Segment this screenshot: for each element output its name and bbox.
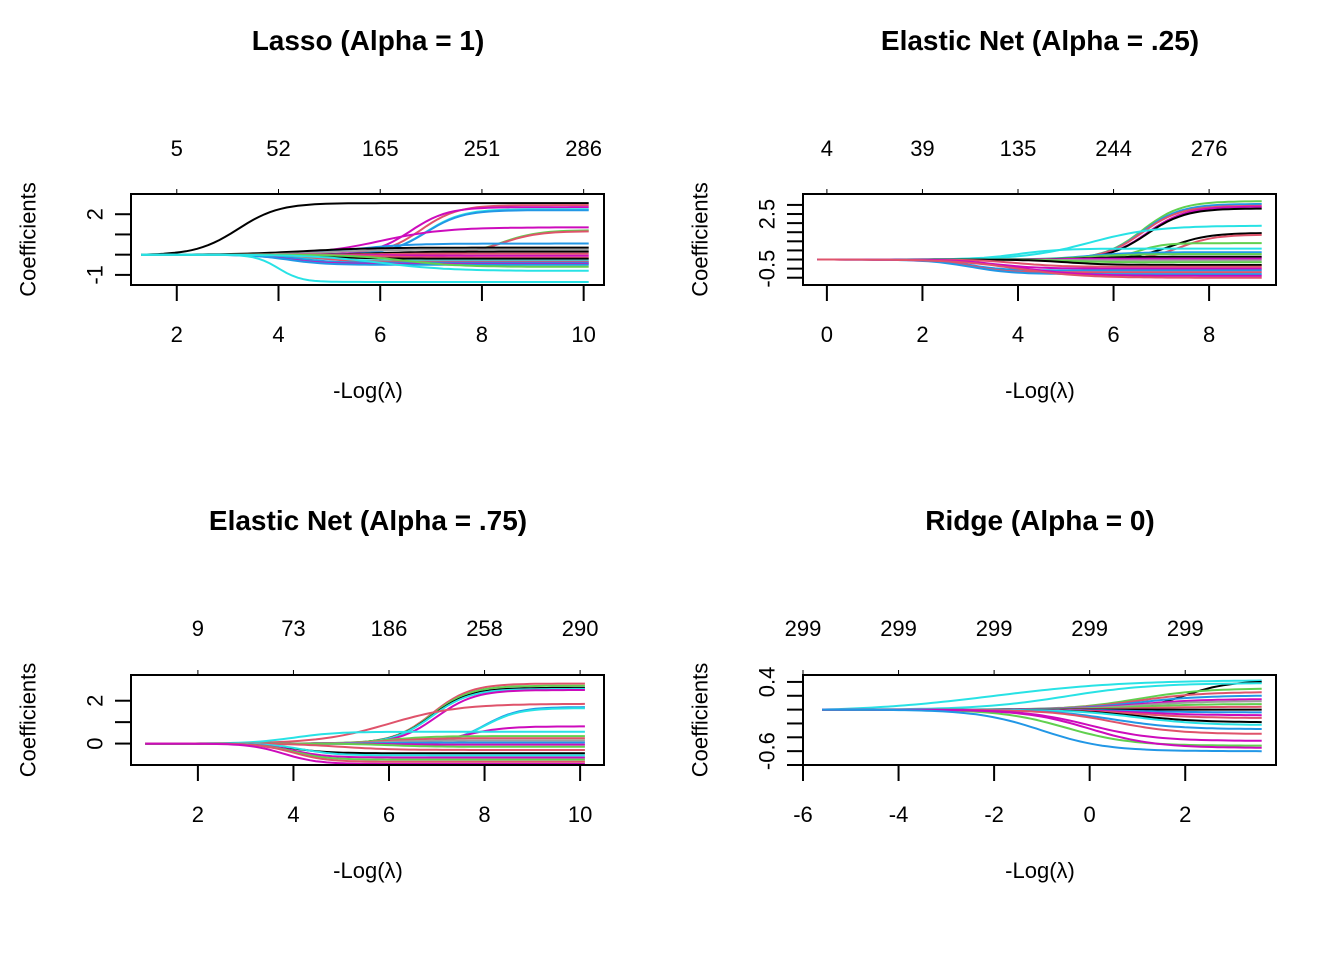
top-axis-label: 299 <box>976 616 1013 641</box>
x-tick-label: 2 <box>171 322 183 347</box>
panel-1: Lasso (Alpha = 1) 2 5 4 52 6 165 8 251 10 286 -1 2 -L… <box>16 25 605 403</box>
x-tick-label: 4 <box>287 802 299 827</box>
top-axis-label: 299 <box>1167 616 1204 641</box>
y-tick-label: 2 <box>83 208 108 220</box>
top-axis-label: 73 <box>281 616 305 641</box>
y-tick-label: -0.6 <box>755 732 780 770</box>
y-tick-label: 2 <box>83 695 108 707</box>
top-axis-label: 286 <box>565 136 602 161</box>
top-axis-label: 290 <box>562 616 599 641</box>
x-tick-label: 6 <box>374 322 386 347</box>
x-tick-label: 2 <box>1179 802 1191 827</box>
coefficient-path <box>817 258 1262 279</box>
y-tick-label: -1 <box>83 265 108 285</box>
plot-frame <box>130 674 605 766</box>
x-tick-label: 10 <box>568 802 592 827</box>
x-tick-label: 2 <box>916 322 928 347</box>
x-tick-label: -2 <box>984 802 1004 827</box>
top-axis-label: 276 <box>1191 136 1228 161</box>
y-tick-label: 0.4 <box>755 667 780 698</box>
plot-frame <box>802 674 1277 766</box>
coefficient-path <box>145 684 585 745</box>
top-axis-label: 165 <box>362 136 399 161</box>
top-axis-label: 39 <box>910 136 934 161</box>
coefficient-path <box>145 742 585 765</box>
top-axis-label: 4 <box>821 136 833 161</box>
panel-title: Lasso (Alpha = 1) <box>252 25 485 56</box>
x-tick-label: 0 <box>1084 802 1096 827</box>
x-tick-label: 4 <box>272 322 284 347</box>
y-axis-label: Coefficients <box>688 182 713 297</box>
x-tick-label: 10 <box>571 322 595 347</box>
plot-frame <box>802 193 1277 286</box>
top-axis-label: 299 <box>880 616 917 641</box>
x-axis-label: -Log(λ) <box>333 378 403 403</box>
x-axis-label: -Log(λ) <box>1005 858 1075 883</box>
x-tick-label: -4 <box>889 802 909 827</box>
panel-title: Ridge (Alpha = 0) <box>925 505 1154 536</box>
panel-3: Elastic Net (Alpha = .75) 2 9 4 73 6 186 8 258 10… <box>16 505 605 883</box>
y-axis-label: Coefficients <box>688 663 713 778</box>
x-axis-label: -Log(λ) <box>1005 378 1075 403</box>
y-tick-label: 2.5 <box>755 199 780 230</box>
top-axis-label: 299 <box>1071 616 1108 641</box>
coefficient-paths <box>141 202 589 283</box>
top-axis-label: 244 <box>1095 136 1132 161</box>
coefficient-path <box>145 682 585 745</box>
coefficient-paths <box>817 200 1262 279</box>
top-axis-label: 52 <box>266 136 290 161</box>
coefficient-path <box>822 679 1262 711</box>
x-tick-label: 0 <box>821 322 833 347</box>
top-axis-label: 135 <box>1000 136 1037 161</box>
coefficient-paths <box>822 679 1262 753</box>
panel-2: Elastic Net (Alpha = .25) 0 4 2 39 4 135 6 244 8 2… <box>688 25 1277 403</box>
top-axis-label: 5 <box>171 136 183 161</box>
x-axis-label: -Log(λ) <box>333 858 403 883</box>
x-tick-label: 6 <box>383 802 395 827</box>
x-tick-label: 8 <box>478 802 490 827</box>
y-axis-label: Coefficients <box>16 663 41 778</box>
panel-4: Ridge (Alpha = 0) -6 299 -4 299 -2 299 0 299 2 299… <box>688 505 1277 883</box>
coefficient-paths <box>145 682 585 765</box>
x-tick-label: 2 <box>192 802 204 827</box>
top-axis-label: 251 <box>464 136 501 161</box>
coefficient-path <box>141 202 589 256</box>
x-tick-label: 8 <box>476 322 488 347</box>
y-tick-label: 0 <box>83 737 108 749</box>
x-tick-label: 8 <box>1203 322 1215 347</box>
panel-title: Elastic Net (Alpha = .25) <box>881 25 1199 56</box>
top-axis-label: 258 <box>466 616 503 641</box>
y-tick-label: -0.5 <box>755 250 780 288</box>
plot-frame <box>130 193 605 286</box>
coefficient-path <box>822 708 1262 753</box>
coefficient-path <box>817 232 1262 261</box>
x-tick-label: 6 <box>1107 322 1119 347</box>
x-tick-label: -6 <box>793 802 813 827</box>
top-axis-label: 299 <box>785 616 822 641</box>
coefficient-path <box>141 253 589 283</box>
panel-title: Elastic Net (Alpha = .75) <box>209 505 527 536</box>
top-axis-label: 186 <box>371 616 408 641</box>
y-axis-label: Coefficients <box>16 182 41 297</box>
top-axis-label: 9 <box>192 616 204 641</box>
x-tick-label: 4 <box>1012 322 1024 347</box>
